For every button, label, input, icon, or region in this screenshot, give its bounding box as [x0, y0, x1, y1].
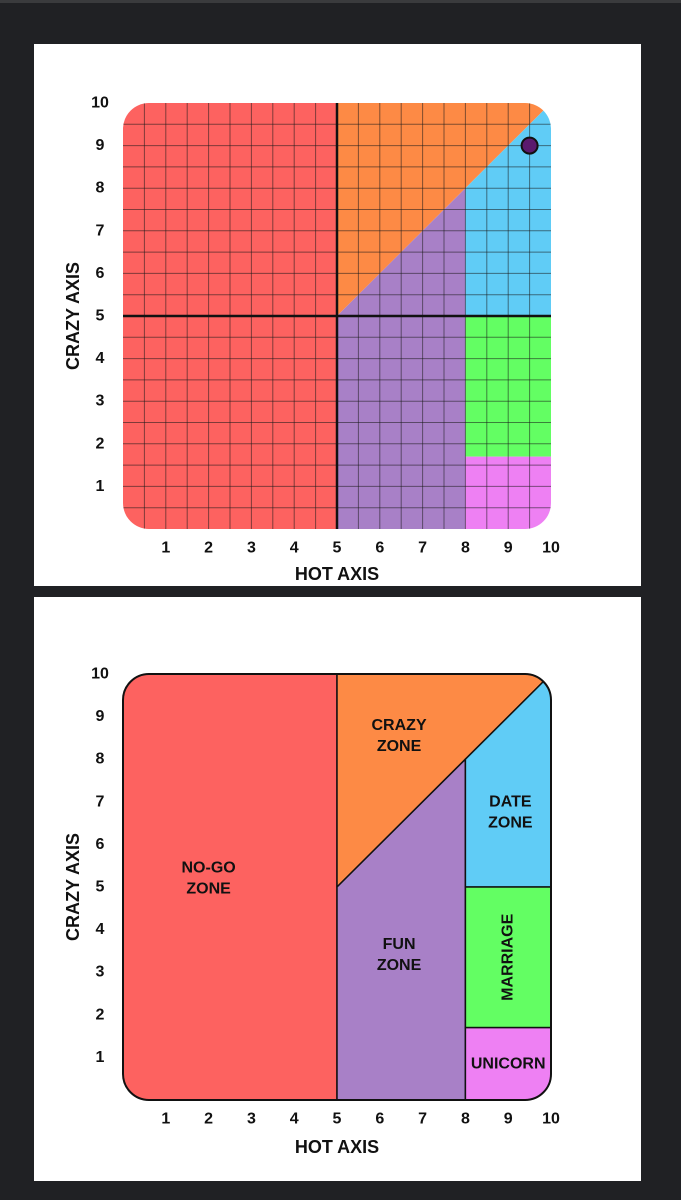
zone-label-group: MARRIAGE: [500, 913, 517, 1000]
zone-label-unicorn: UNICORN: [471, 1055, 546, 1072]
region-unicorn: [464, 1026, 551, 1100]
y-tick-label: 2: [96, 1006, 105, 1023]
y-tick-label: 6: [96, 836, 105, 853]
x-axis-title: HOT AXIS: [295, 564, 379, 584]
y-tick-label: 3: [96, 964, 105, 981]
y-axis-title: CRAZY AXIS: [63, 833, 83, 941]
region-no-go: [123, 674, 338, 1100]
x-tick-label: 1: [161, 540, 170, 557]
y-tick-label: 5: [96, 879, 105, 896]
y-tick-label: 2: [96, 435, 105, 452]
window-top-bar: [0, 0, 681, 3]
y-tick-label: 1: [96, 1049, 105, 1066]
x-tick-label: 7: [418, 1111, 427, 1128]
x-tick-label: 4: [290, 540, 299, 557]
zone-label-no-go: ZONE: [186, 880, 231, 897]
zone-chart-panel: NO-GO ZONE CRAZY ZONE FUN ZONE DATE ZONE MARRIAG…: [34, 597, 641, 1181]
y-tick-label: 10: [91, 95, 109, 112]
y-tick-label: 8: [96, 751, 105, 768]
x-tick-label: 10: [542, 540, 560, 557]
y-tick-label: 10: [91, 666, 109, 683]
y-tick-label: 4: [96, 921, 105, 938]
zone-label-date: DATE: [489, 793, 532, 810]
y-tick-label: 7: [96, 222, 105, 239]
y-tick-label: 9: [96, 708, 105, 725]
x-tick-label: 8: [461, 540, 470, 557]
x-tick-label: 3: [247, 1111, 256, 1128]
plot-area: [123, 103, 551, 529]
y-tick-label: 1: [96, 478, 105, 495]
y-tick-label: 8: [96, 180, 105, 197]
x-tick-label: 10: [542, 1111, 560, 1128]
y-tick-label: 9: [96, 137, 105, 154]
zone-label-fun: FUN: [383, 936, 416, 953]
x-tick-label: 9: [504, 540, 513, 557]
x-tick-label: 8: [461, 1111, 470, 1128]
x-tick-label: 5: [333, 1111, 342, 1128]
y-tick-label: 7: [96, 793, 105, 810]
y-tick-label: 5: [96, 308, 105, 325]
data-point: [520, 136, 539, 155]
y-tick-label: 4: [96, 350, 105, 367]
y-tick-label: 6: [96, 265, 105, 282]
x-tick-label: 7: [418, 540, 427, 557]
y-tick-label: 3: [96, 393, 105, 410]
x-tick-label: 3: [247, 540, 256, 557]
y-axis-title: CRAZY AXIS: [63, 262, 83, 370]
x-tick-label: 1: [161, 1111, 170, 1128]
x-tick-label: 6: [375, 540, 384, 557]
x-tick-label: 4: [290, 1111, 299, 1128]
zone-label-no-go: NO-GO: [181, 859, 235, 876]
grid-chart-panel: 1 2 3 4 5 6 7 8 9 10 1 2 3 4 5 6 7 8 9 10 HOT AXIS CRAZY AXIS: [34, 44, 641, 586]
x-tick-label: 5: [333, 540, 342, 557]
x-tick-label: 2: [204, 1111, 213, 1128]
plot-frame: [122, 673, 552, 1101]
zone-label-marriage: MARRIAGE: [500, 913, 517, 1000]
x-tick-label: 9: [504, 1111, 513, 1128]
hot-crazy-grid-chart: 1 2 3 4 5 6 7 8 9 10 1 2 3 4 5 6 7 8 9 10 HOT AXIS CRAZY AXIS: [63, 95, 560, 585]
hot-crazy-zone-chart: NO-GO ZONE CRAZY ZONE FUN ZONE DATE ZONE MARRIAG…: [63, 666, 560, 1158]
zone-label-crazy: CRAZY: [372, 717, 427, 734]
plot-area: [123, 674, 551, 1100]
zone-label-fun: ZONE: [377, 957, 422, 974]
x-tick-label: 6: [375, 1111, 384, 1128]
x-tick-label: 2: [204, 540, 213, 557]
zone-label-crazy: ZONE: [377, 738, 422, 755]
x-axis-title: HOT AXIS: [295, 1137, 379, 1157]
zone-label-date: ZONE: [488, 814, 533, 831]
